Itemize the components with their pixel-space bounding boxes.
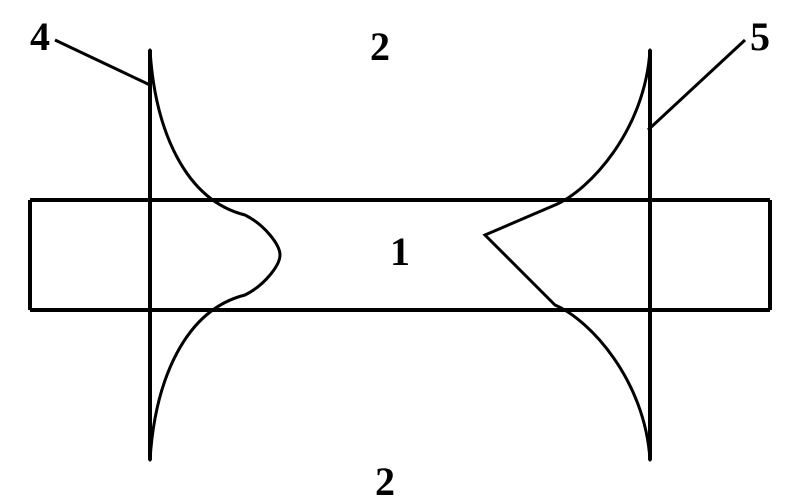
label-two_bot: 2 [375, 459, 395, 501]
label-five: 5 [750, 14, 770, 59]
label-two_top: 2 [370, 24, 390, 69]
label-one: 1 [390, 229, 410, 274]
leader-four [55, 40, 150, 85]
region-labels: 1 2 2 4 5 [30, 14, 770, 501]
left-mode-curve [150, 50, 280, 460]
leader-five [648, 40, 745, 130]
label-four: 4 [30, 14, 50, 59]
technical-diagram: 1 2 2 4 5 [0, 0, 800, 501]
right-mode-curve [485, 50, 650, 460]
label-leader-lines [55, 40, 745, 130]
